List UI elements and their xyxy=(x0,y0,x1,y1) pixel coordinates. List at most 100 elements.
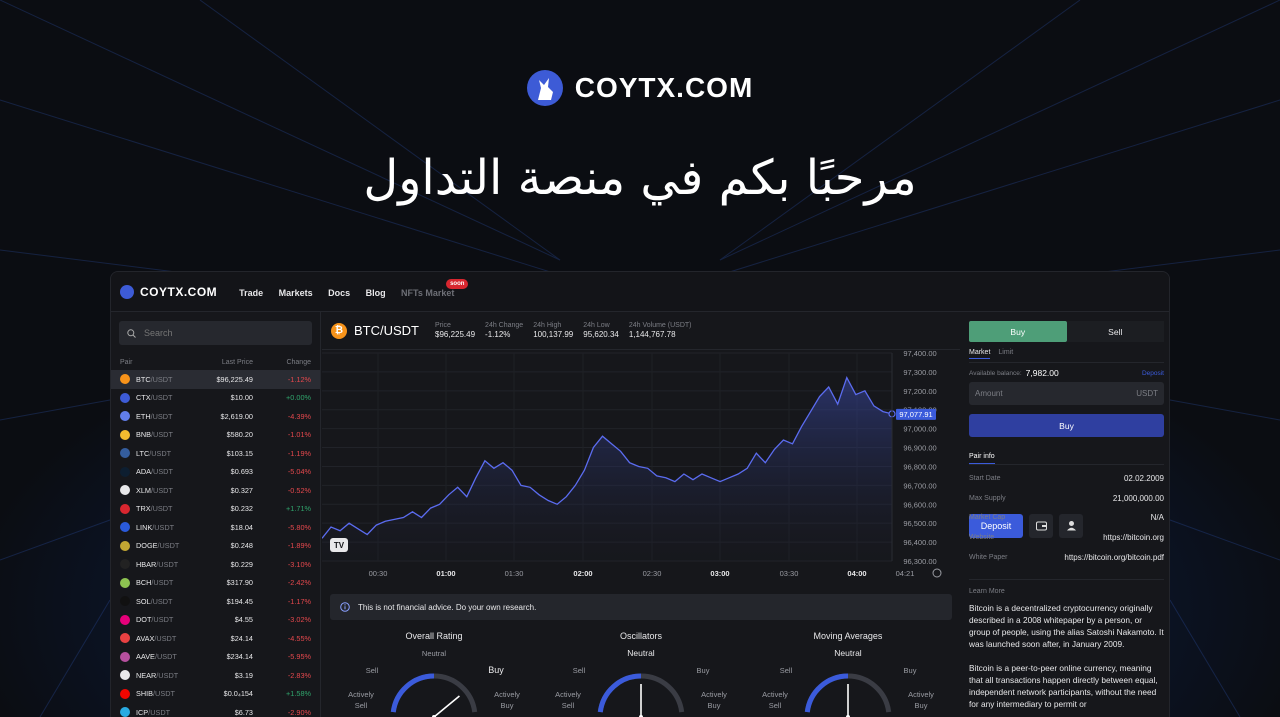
pair-price: $0.229 xyxy=(230,559,253,569)
svg-text:Buy: Buy xyxy=(501,701,514,710)
pair-symbol: AAVE/USDT xyxy=(136,652,183,661)
nav-blog[interactable]: Blog xyxy=(365,287,386,298)
pair-row-trx[interactable]: TRX/USDT $0.232 +1.71% xyxy=(111,500,320,519)
doge-coin-icon xyxy=(120,540,130,551)
pair-info-table: Start Date 02.02.2009 Max Supply 21,000,00… xyxy=(969,469,1164,567)
pair-price: $580.20 xyxy=(226,430,253,440)
ada-coin-icon xyxy=(120,466,130,477)
pair-quote: /USDT xyxy=(157,541,180,551)
pair-quote: /USDT xyxy=(149,448,172,458)
pair-row-sol[interactable]: SOL/USDT $194.45 -1.17% xyxy=(111,592,320,611)
pair-quote: /USDT xyxy=(150,504,173,514)
x-tick-label: 01:30 xyxy=(505,569,524,578)
amount-input[interactable]: Amount USDT xyxy=(969,382,1164,405)
pair-row-hbar[interactable]: HBAR/USDT $0.229 -3.10% xyxy=(111,555,320,574)
pair-row-btc[interactable]: BTC/USDT $96,225.49 -1.12% xyxy=(111,370,320,389)
tradingview-logo-icon[interactable] xyxy=(330,538,348,552)
pair-symbol: ICP/USDT xyxy=(136,708,183,717)
pair-row-bnb[interactable]: BNB/USDT $580.20 -1.01% xyxy=(111,426,320,445)
info-row-max-supply: Max Supply 21,000,000.00 xyxy=(969,489,1164,509)
pair-row-aave[interactable]: AAVE/USDT $234.14 -5.95% xyxy=(111,648,320,667)
x-tick-label: 03:30 xyxy=(780,569,799,578)
buy-sell-toggle: Buy Sell xyxy=(969,321,1164,342)
pair-price: $4.55 xyxy=(234,615,253,625)
pair-price: $18.04 xyxy=(230,522,253,532)
pair-symbol: CTX/USDT xyxy=(136,393,183,402)
hero-logo: COYTX.COM xyxy=(0,70,1280,106)
hero-title: مرحبًا بكم في منصة التداول xyxy=(363,150,917,206)
pair-row-near[interactable]: NEAR/USDT $3.19 -2.83% xyxy=(111,666,320,685)
pair-price: $24.14 xyxy=(230,633,253,643)
svg-text:Oscillators: Oscillators xyxy=(620,631,663,641)
pair-quote: /USDT xyxy=(151,578,174,588)
stat-value: $96,225.49 xyxy=(435,330,476,339)
hbar-coin-icon xyxy=(120,559,130,570)
gauge-moving-averages: Moving Averages Neutral Sell Buy Actively Sel… xyxy=(762,631,934,717)
svg-text:Actively: Actively xyxy=(348,690,374,699)
pair-row-ctx[interactable]: CTX/USDT $10.00 +0.00% xyxy=(111,389,320,408)
gauge-track xyxy=(390,673,478,713)
gauge-oscillators: Oscillators Neutral Sell Buy Actively Sell Act… xyxy=(555,631,727,717)
y-tick-label: 96,400.00 xyxy=(903,538,936,547)
bch-coin-icon xyxy=(120,577,130,588)
pair-row-ada[interactable]: ADA/USDT $0.693 -5.04% xyxy=(111,463,320,482)
nav-nfts-market[interactable]: NFTs Market soon xyxy=(401,278,469,298)
pair-symbol: HBAR/USDT xyxy=(136,560,183,569)
price-chart[interactable]: 97,400.0097,300.0097,200.0097,100.0097,0… xyxy=(322,350,960,582)
pair-quote: /USDT xyxy=(151,615,174,625)
white-paper-link[interactable]: https://bitcoin.org/bitcoin.pdf xyxy=(1064,552,1164,562)
pair-change: -5.95% xyxy=(287,652,311,662)
website-link[interactable]: https://bitcoin.org xyxy=(1103,533,1164,543)
ticker-bar: ₿ BTC/USDT Price $96,225.49 24h Change -1.… xyxy=(322,312,960,350)
pair-price: $0.232 xyxy=(230,504,253,514)
disclaimer-notice: This is not financial advice. Do your ow… xyxy=(330,594,952,620)
search-box[interactable] xyxy=(119,321,312,345)
y-tick-label: 96,900.00 xyxy=(903,444,936,453)
svg-text:Sell: Sell xyxy=(562,701,575,710)
pair-change: -1.89% xyxy=(287,541,311,551)
pair-row-xlm[interactable]: XLM/USDT $0.327 -0.52% xyxy=(111,481,320,500)
pair-row-shib[interactable]: SHIB/USDT $0.0₄154 +1.58% xyxy=(111,685,320,704)
deposit-button[interactable]: Deposit xyxy=(969,513,1023,538)
trade-panel: Buy Sell Market Limit Available balance:… xyxy=(961,312,1169,717)
svg-text:Buy: Buy xyxy=(915,701,928,710)
pair-row-doge[interactable]: DOGE/USDT $0.248 -1.89% xyxy=(111,537,320,556)
y-tick-label: 97,200.00 xyxy=(903,387,936,396)
buy-tab[interactable]: Buy xyxy=(969,321,1067,342)
pair-info-tab[interactable]: Pair info xyxy=(969,453,1164,465)
pair-price: $0.0₄154 xyxy=(223,689,253,699)
svg-text:Actively: Actively xyxy=(555,690,581,699)
wallet-button[interactable] xyxy=(1029,513,1053,538)
nav-trade[interactable]: Trade xyxy=(239,287,264,298)
sell-tab[interactable]: Sell xyxy=(1066,321,1164,342)
pair-row-dot[interactable]: DOT/USDT $4.55 -3.02% xyxy=(111,611,320,630)
tab-limit[interactable]: Limit xyxy=(998,349,1014,356)
pair-row-ltc[interactable]: LTC/USDT $103.15 -1.19% xyxy=(111,444,320,463)
app-window: COYTX.COM Trade Markets Docs Blog NFTs M… xyxy=(110,271,1170,717)
deposit-link[interactable]: Deposit xyxy=(1141,369,1164,377)
buy-button[interactable]: Buy xyxy=(969,414,1164,437)
pair-row-eth[interactable]: ETH/USDT $2,619.00 -4.39% xyxy=(111,407,320,426)
stat-24h-high: 24h High 100,137.99 xyxy=(533,322,573,339)
nav-markets[interactable]: Markets xyxy=(278,287,313,298)
ltc-coin-icon xyxy=(120,448,130,459)
chart-settings-icon[interactable] xyxy=(932,568,942,578)
soon-badge: soon xyxy=(446,278,469,289)
info-key: Start Date xyxy=(969,475,1001,483)
pair-price: $0.327 xyxy=(230,485,253,495)
profile-button[interactable] xyxy=(1059,513,1083,538)
nav-docs[interactable]: Docs xyxy=(328,287,351,298)
app-logo[interactable]: COYTX.COM xyxy=(120,284,217,299)
pair-row-avax[interactable]: AVAX/USDT $24.14 -4.55% xyxy=(111,629,320,648)
svg-text:Sell: Sell xyxy=(573,666,586,675)
pair-row-bch[interactable]: BCH/USDT $317.90 -2.42% xyxy=(111,574,320,593)
pair-row-link[interactable]: LINK/USDT $18.04 -5.80% xyxy=(111,518,320,537)
pair-quote: /USDT xyxy=(153,689,175,699)
gauge-needle xyxy=(433,695,460,717)
search-input[interactable] xyxy=(144,328,294,338)
pair-quote: /USDT xyxy=(150,411,173,421)
tab-market[interactable]: Market xyxy=(969,349,991,359)
y-tick-label: 96,700.00 xyxy=(903,481,936,490)
pair-row-icp[interactable]: ICP/USDT $6.73 -2.90% xyxy=(111,703,320,717)
pair-price: $194.45 xyxy=(226,596,253,606)
